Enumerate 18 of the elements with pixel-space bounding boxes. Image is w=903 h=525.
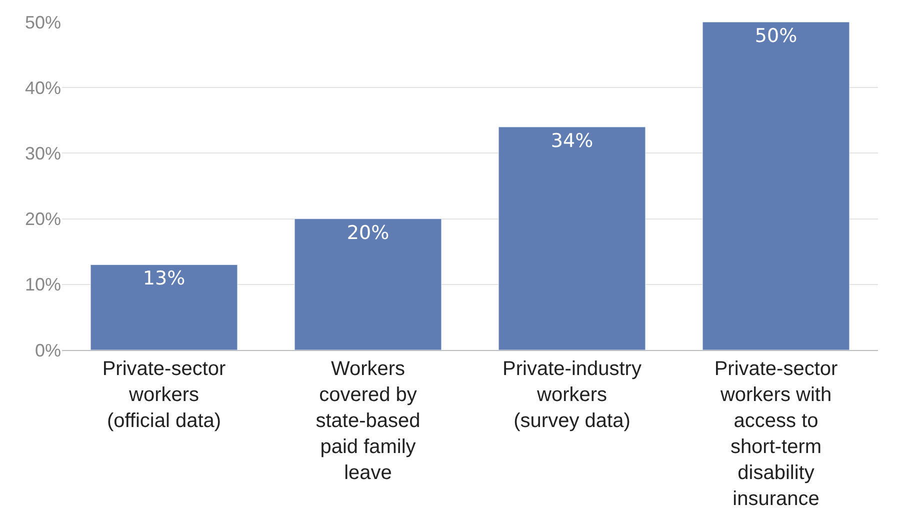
data-label: 20%	[346, 222, 390, 244]
bar	[90, 264, 238, 350]
x-tick-label: Private-industry workers (survey data)	[502, 358, 642, 432]
y-tick-label: 50%	[24, 12, 61, 32]
y-tick-label: 20%	[24, 209, 61, 230]
y-tick-label: 40%	[24, 78, 61, 98]
bar	[702, 22, 850, 350]
y-tick-label: 10%	[24, 274, 61, 295]
x-tick-label: Private-sector workers (official data)	[102, 358, 226, 432]
x-tick-label: Workers covered by state-based paid family leave	[316, 358, 420, 484]
data-label: 50%	[754, 25, 798, 47]
data-label: 13%	[142, 268, 186, 290]
data-label: 34%	[550, 130, 594, 152]
bar	[498, 126, 646, 350]
y-tick-label: 0%	[34, 340, 61, 360]
bar	[294, 218, 442, 350]
x-tick-label: Private-sector workers with access to short-term disability insurance	[714, 358, 838, 510]
y-tick-label: 30%	[24, 144, 61, 164]
